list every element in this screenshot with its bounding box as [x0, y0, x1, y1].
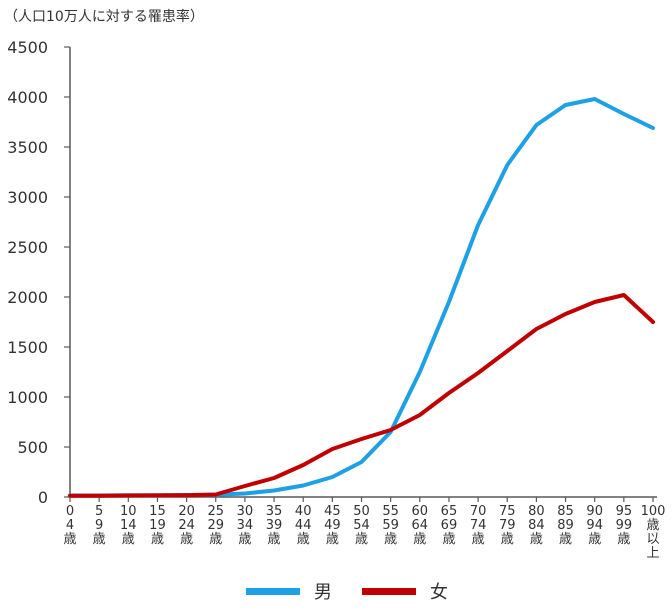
x-tick-label: 40: [295, 504, 312, 519]
x-tick-label: 歳: [646, 518, 659, 533]
x-tick-label: 9: [95, 518, 103, 533]
y-tick-label: 3500: [7, 138, 48, 157]
x-tick-label: 80: [528, 504, 545, 519]
y-tick-label: 2000: [7, 288, 48, 307]
x-tick-label: 歳: [326, 532, 339, 547]
y-tick-label: 500: [17, 438, 48, 457]
y-tick-label: 0: [38, 488, 48, 507]
legend-swatch-female: [362, 587, 416, 595]
x-tick-label: 54: [353, 518, 370, 533]
line-chart: 05001000150020002500300035004000450004歳5…: [7, 38, 666, 561]
x-tick-label: 歳: [297, 532, 310, 547]
x-tick-label: 以: [646, 532, 659, 547]
x-tick-label: 44: [295, 518, 312, 533]
x-tick-label: 95: [616, 504, 633, 519]
x-tick-label: 歳: [384, 532, 397, 547]
x-tick-label: 歳: [209, 532, 222, 547]
x-tick-label: 歳: [238, 532, 251, 547]
x-tick-label: 歳: [413, 532, 426, 547]
x-tick-label: 89: [557, 518, 574, 533]
x-tick-label: 35: [266, 504, 283, 519]
legend-label-male: 男: [314, 582, 332, 603]
y-tick-label: 4000: [7, 88, 48, 107]
x-tick-label: 59: [382, 518, 399, 533]
y-axis-unit-label: （人口10万人に対する罹患率）: [4, 9, 204, 25]
x-tick-label: 25: [207, 504, 224, 519]
x-tick-label: 歳: [472, 532, 485, 547]
x-tick-label: 75: [499, 504, 516, 519]
x-tick-label: 歳: [501, 532, 514, 547]
x-tick-label: 15: [149, 504, 166, 519]
x-tick-label: 24: [178, 518, 195, 533]
x-tick-label: 50: [353, 504, 370, 519]
x-tick-label: 歳: [355, 532, 368, 547]
x-tick-label: 19: [149, 518, 166, 533]
x-tick-label: 65: [441, 504, 458, 519]
x-tick-label: 歳: [442, 532, 455, 547]
x-tick-label: 歳: [93, 532, 106, 547]
series-line-male: [68, 97, 655, 498]
x-tick-label: 歳: [63, 532, 76, 547]
x-tick-label: 94: [586, 518, 603, 533]
x-tick-label: 34: [237, 518, 254, 533]
legend-swatch-male: [246, 587, 300, 595]
x-tick-label: 84: [528, 518, 545, 533]
x-tick-label: 歳: [559, 532, 572, 547]
x-tick-label: 90: [586, 504, 603, 519]
x-tick-label: 60: [412, 504, 429, 519]
x-tick-label: 歳: [617, 532, 630, 547]
y-tick-label: 1500: [7, 338, 48, 357]
x-tick-label: 29: [207, 518, 224, 533]
x-tick-label: 上: [646, 546, 659, 561]
x-tick-label: 歳: [122, 532, 135, 547]
y-tick-label: 3000: [7, 188, 48, 207]
x-tick-label: 79: [499, 518, 516, 533]
y-tick-label: 2500: [7, 238, 48, 257]
x-tick-label: 5: [95, 504, 103, 519]
legend-label-female: 女: [430, 582, 448, 603]
x-tick-label: 45: [324, 504, 341, 519]
x-tick-label: 74: [470, 518, 487, 533]
x-tick-label: 100: [641, 504, 666, 519]
x-tick-label: 歳: [151, 532, 164, 547]
legend-item-female: 女: [362, 578, 448, 604]
x-tick-label: 14: [120, 518, 137, 533]
x-tick-label: 99: [616, 518, 633, 533]
x-tick-label: 70: [470, 504, 487, 519]
y-tick-label: 4500: [7, 38, 48, 57]
x-tick-label: 49: [324, 518, 341, 533]
x-tick-label: 55: [382, 504, 399, 519]
x-tick-label: 39: [266, 518, 283, 533]
x-tick-label: 85: [557, 504, 574, 519]
legend-item-male: 男: [246, 578, 332, 604]
x-tick-label: 64: [412, 518, 429, 533]
x-tick-label: 歳: [268, 532, 281, 547]
x-tick-label: 歳: [180, 532, 193, 547]
y-tick-label: 1000: [7, 388, 48, 407]
x-tick-label: 0: [66, 504, 74, 519]
series-line-female: [68, 293, 655, 498]
x-tick-label: 69: [441, 518, 458, 533]
x-tick-label: 歳: [530, 532, 543, 547]
x-tick-label: 歳: [588, 532, 601, 547]
x-tick-label: 20: [178, 504, 195, 519]
x-tick-label: 10: [120, 504, 137, 519]
x-tick-label: 30: [237, 504, 254, 519]
x-tick-label: 4: [66, 518, 74, 533]
